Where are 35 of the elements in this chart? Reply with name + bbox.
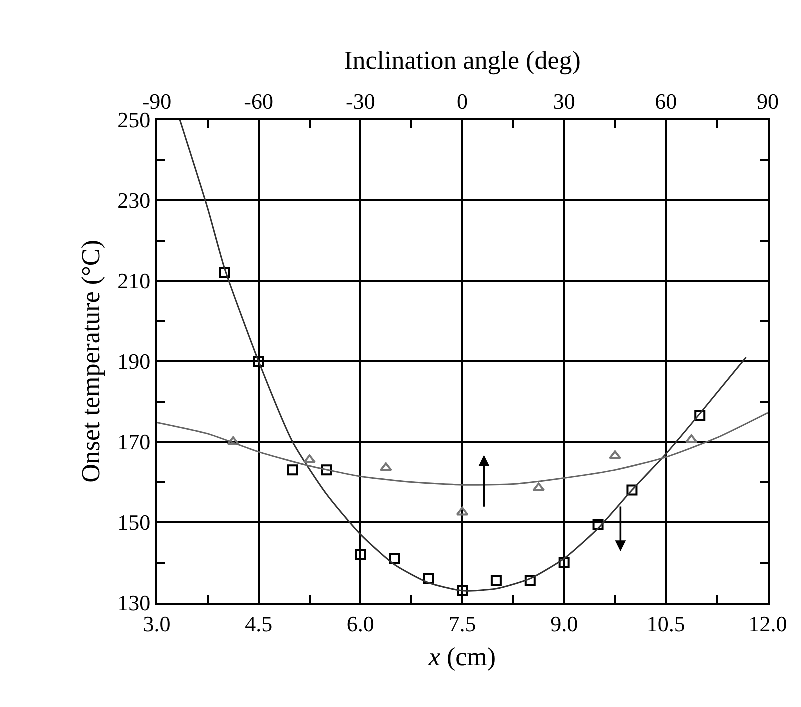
point [524, 575, 536, 586]
point [321, 464, 332, 476]
x2-tick-label: 30 [553, 89, 576, 114]
y-tick-label: 190 [118, 349, 151, 374]
point [558, 557, 570, 568]
y-tick-label: 230 [118, 188, 151, 214]
point [287, 464, 298, 476]
x2-axis-title: Inclination angle (deg) [344, 46, 581, 76]
x-tick-label: 12.0 [748, 611, 788, 636]
point [253, 356, 264, 367]
x-tick-label: 9.0 [550, 611, 578, 636]
x-tick-label: 7.5 [448, 611, 476, 636]
x-tick-label: 4.5 [245, 611, 273, 636]
point [592, 519, 604, 530]
y-tick-label: 150 [118, 510, 151, 536]
y-tick-label: 250 [118, 108, 151, 133]
point [457, 585, 468, 596]
x2-tick-label: 60 [655, 89, 678, 114]
point [355, 549, 366, 560]
y-axis-title: Onset temperature (°C) [76, 240, 106, 483]
point [490, 575, 502, 586]
y-tick-label: 210 [118, 268, 151, 294]
x2-tick-label: -30 [346, 89, 376, 114]
x2-tick-label: 90 [757, 89, 779, 114]
x-tick-label: 10.5 [646, 611, 686, 636]
point [389, 553, 400, 564]
x-axis-title: x (cm) [428, 642, 496, 672]
x2-tick-label: -60 [244, 89, 274, 114]
x2-tick-label: 0 [457, 89, 468, 114]
point [694, 410, 706, 422]
x-tick-label: 6.0 [346, 611, 374, 636]
point [626, 484, 638, 496]
point [423, 573, 434, 584]
y-tick-label: 170 [118, 430, 151, 455]
point [219, 267, 230, 278]
